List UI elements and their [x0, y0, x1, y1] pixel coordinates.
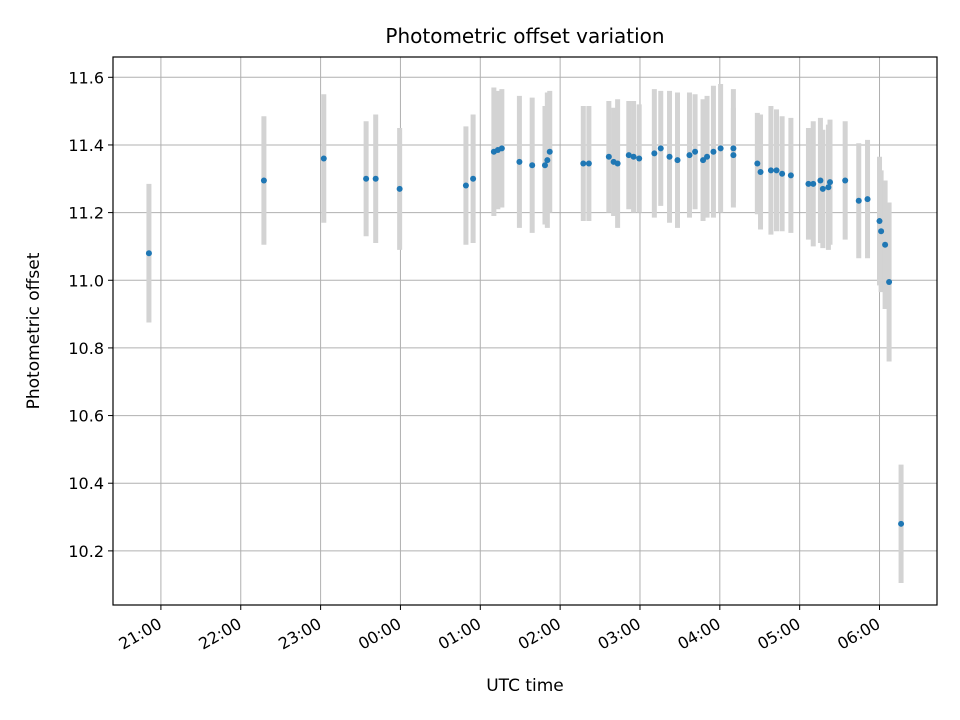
data-point	[882, 241, 889, 248]
data-point	[630, 153, 637, 160]
data-point	[541, 162, 548, 169]
data-point	[686, 152, 693, 159]
data-point	[864, 196, 871, 203]
data-point	[827, 179, 834, 186]
y-tick-label: 10.2	[68, 542, 104, 561]
data-point	[767, 167, 774, 174]
data-point	[516, 158, 523, 165]
data-point	[585, 160, 592, 167]
y-axis-label: Photometric offset	[24, 252, 44, 409]
data-point	[692, 148, 699, 155]
plot-frame	[112, 56, 938, 606]
data-point	[462, 182, 469, 189]
data-point	[817, 177, 824, 184]
data-point	[876, 218, 883, 225]
data-point	[710, 148, 717, 155]
data-point	[470, 175, 477, 182]
data-point	[363, 175, 370, 182]
data-points	[145, 145, 905, 527]
data-point	[730, 152, 737, 159]
data-point	[730, 145, 737, 152]
data-point	[614, 160, 621, 167]
data-point	[580, 160, 587, 167]
data-point	[704, 153, 711, 160]
data-point	[825, 184, 832, 191]
y-tick-label: 11.0	[68, 271, 104, 290]
data-point	[819, 185, 826, 192]
data-point	[674, 157, 681, 164]
data-point	[372, 175, 379, 182]
y-tick-label: 10.8	[68, 339, 104, 358]
y-axis-ticks: 10.2 10.4 10.6 10.8 11.0 11.2 11.4 11.6	[68, 68, 113, 561]
data-point	[396, 185, 403, 192]
y-tick-label: 10.4	[68, 474, 104, 493]
data-point	[636, 155, 643, 162]
data-point	[666, 153, 673, 160]
data-point	[810, 180, 817, 187]
data-point	[878, 228, 885, 235]
data-point	[886, 278, 893, 285]
x-axis-label: UTC time	[486, 676, 564, 696]
data-point	[717, 145, 724, 152]
y-tick-label: 11.4	[68, 136, 104, 155]
y-tick-label: 11.6	[68, 68, 104, 87]
data-point	[805, 180, 812, 187]
data-point	[754, 160, 761, 167]
data-point	[260, 177, 267, 184]
data-point	[757, 169, 764, 176]
data-point	[855, 197, 862, 204]
data-point	[773, 167, 780, 174]
data-point	[657, 145, 664, 152]
data-point	[145, 250, 152, 257]
data-point	[898, 520, 905, 527]
data-point	[842, 177, 849, 184]
chart-title: Photometric offset variation	[385, 24, 664, 48]
data-point	[498, 145, 505, 152]
grid	[113, 57, 937, 605]
y-tick-label: 10.6	[68, 407, 104, 426]
data-point	[544, 157, 551, 164]
data-point	[700, 157, 707, 164]
data-point	[625, 152, 632, 159]
y-tick-label: 11.2	[68, 204, 104, 223]
data-point	[605, 153, 612, 160]
data-point	[651, 150, 658, 157]
data-point	[779, 170, 786, 177]
data-point	[320, 155, 327, 162]
data-point	[546, 148, 553, 155]
data-point	[787, 172, 794, 179]
data-point	[529, 162, 536, 169]
